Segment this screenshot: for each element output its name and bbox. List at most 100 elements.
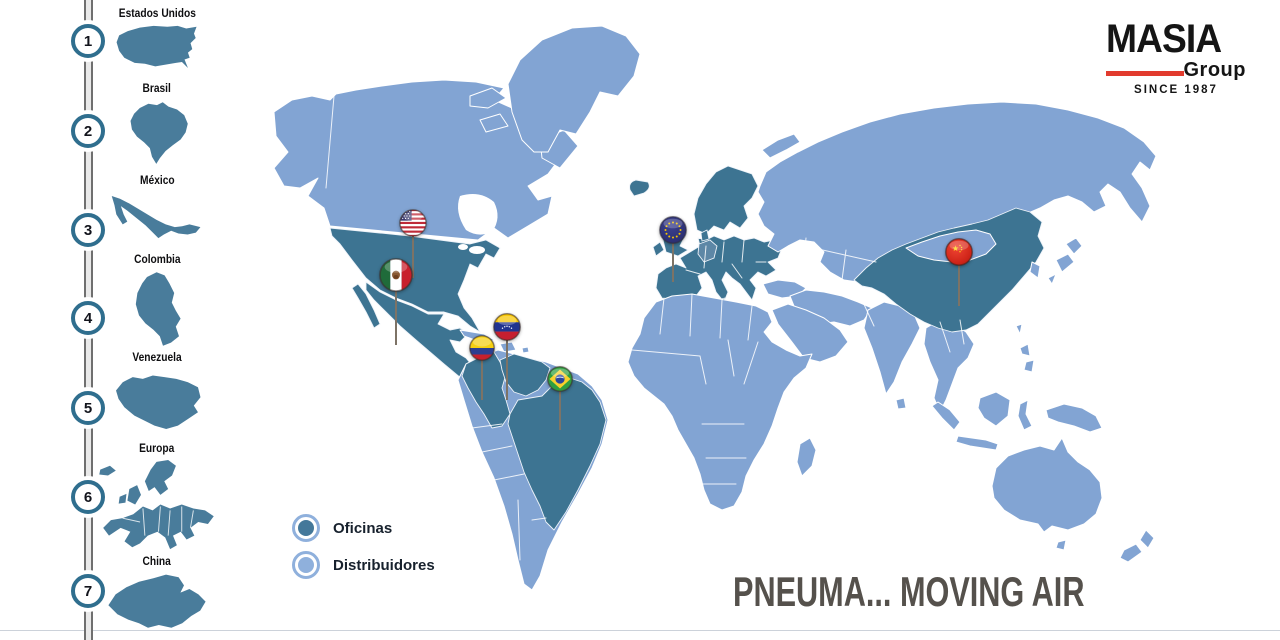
hudson-bay	[458, 194, 498, 235]
step-number-4: 4	[71, 301, 105, 335]
sidebar-item-venezuela: Venezuela	[96, 350, 218, 430]
region-madagascar	[796, 437, 817, 477]
country-label: Venezuela	[132, 350, 182, 364]
step-number-3: 3	[71, 213, 105, 247]
mexico-flag-pin-icon	[379, 258, 413, 292]
brazil-flag-pin-icon	[547, 366, 573, 392]
legend-distributors-row: Distribuidores	[292, 551, 435, 579]
pin-china[interactable]	[945, 238, 973, 308]
bottom-divider	[0, 630, 1280, 631]
region-novaya-zemlya	[761, 133, 801, 159]
alaska-border	[325, 95, 335, 189]
region-germany	[697, 239, 718, 263]
region-australia	[991, 437, 1103, 533]
country-label: México	[139, 173, 175, 187]
region-denmark	[700, 229, 710, 242]
region-indonesia	[931, 391, 1033, 451]
pin-colombia[interactable]	[469, 335, 495, 403]
legend-offices-row: Oficinas	[292, 514, 435, 542]
region-taiwan	[1015, 323, 1023, 335]
eu-flag-pin-icon	[659, 216, 687, 244]
distributors-marker-icon	[292, 551, 320, 579]
region-china	[853, 207, 1045, 333]
masia-group-logo: MASIA Group SINCE 1987	[1106, 19, 1246, 96]
pin-mexico[interactable]	[379, 258, 413, 348]
region-brazil	[507, 377, 607, 531]
logo-group-text: Group	[1183, 59, 1246, 81]
region-ireland	[652, 241, 665, 257]
colombia-silhouette-icon	[135, 272, 181, 346]
china-silhouette-icon	[108, 574, 206, 628]
country-label: China	[142, 554, 172, 568]
pin-venezuela[interactable]	[493, 313, 521, 403]
region-sri-lanka	[895, 397, 907, 410]
venezuela-flag-pin-icon	[493, 313, 521, 341]
pin-stem	[672, 240, 674, 282]
pin-stem	[412, 233, 414, 278]
china-flag-pin-icon	[945, 238, 973, 266]
pin-brasil[interactable]	[547, 366, 573, 434]
step-number-5: 5	[71, 391, 105, 425]
pin-europa[interactable]	[659, 216, 687, 284]
country-label: Colombia	[133, 252, 181, 266]
country-label: Europa	[139, 441, 175, 455]
europe-silhouette-icon	[99, 460, 214, 550]
pin-estados-unidos[interactable]	[399, 209, 427, 279]
step-number-6: 6	[71, 480, 105, 514]
region-arabia	[771, 303, 849, 363]
mexico-silhouette-icon	[111, 196, 201, 239]
colombia-flag-pin-icon	[469, 335, 495, 361]
sidebar-item-colombia: Colombia	[96, 252, 218, 349]
region-venezuela	[499, 353, 551, 397]
great-lakes-2	[458, 244, 468, 250]
logo-red-bar	[1106, 71, 1184, 76]
region-southeast-asia	[923, 319, 975, 413]
region-tasmania	[1055, 539, 1067, 551]
region-usa	[329, 227, 501, 333]
country-label: Brasil	[142, 81, 172, 95]
region-india	[863, 301, 921, 395]
region-philippines	[1019, 343, 1035, 373]
country-borders	[471, 237, 965, 561]
region-korea	[1029, 261, 1041, 279]
step-number-1: 1	[71, 24, 105, 58]
offices-marker-icon	[292, 514, 320, 542]
region-iceland	[629, 179, 650, 197]
pin-stem	[395, 288, 397, 345]
region-new-guinea	[1045, 403, 1103, 433]
brazil-silhouette-icon	[130, 102, 188, 165]
sidebar-item-europa: Europa	[92, 441, 222, 555]
pin-stem	[958, 262, 960, 306]
map-legend: Oficinas Distribuidores	[292, 514, 435, 588]
company-tagline: PNEUMA... MOVING AIR	[733, 568, 1085, 615]
pin-stem	[481, 357, 483, 400]
sidebar-item-mexico: México	[96, 173, 218, 246]
region-new-zealand	[1119, 529, 1155, 563]
step-number-7: 7	[71, 574, 105, 608]
region-russia-asia	[757, 101, 1157, 283]
venezuela-silhouette-icon	[116, 375, 201, 430]
region-europe-mainland	[655, 235, 783, 305]
logo-brand-text: MASIA	[1106, 17, 1222, 61]
us-flag-pin-icon	[399, 209, 427, 237]
sidebar-item-brasil: Brasil	[96, 81, 218, 166]
region-africa	[627, 293, 813, 511]
sidebar-item-china: China	[96, 554, 218, 634]
logo-since-text: SINCE 1987	[1134, 84, 1218, 96]
usa-silhouette-icon	[116, 26, 197, 69]
pin-stem	[506, 337, 508, 400]
great-lakes	[469, 246, 485, 254]
step-number-2: 2	[71, 114, 105, 148]
country-label: Estados Unidos	[118, 6, 196, 20]
region-japan	[1047, 237, 1083, 285]
distributors-label: Distribuidores	[333, 556, 435, 574]
sidebar-item-estados-unidos: Estados Unidos	[96, 6, 218, 77]
pin-stem	[559, 388, 561, 430]
caspian-sea	[807, 253, 821, 290]
logo-group-row: Group	[1106, 60, 1246, 80]
region-greenland	[507, 25, 641, 153]
region-scandinavia	[693, 165, 759, 235]
region-baja	[351, 283, 381, 329]
